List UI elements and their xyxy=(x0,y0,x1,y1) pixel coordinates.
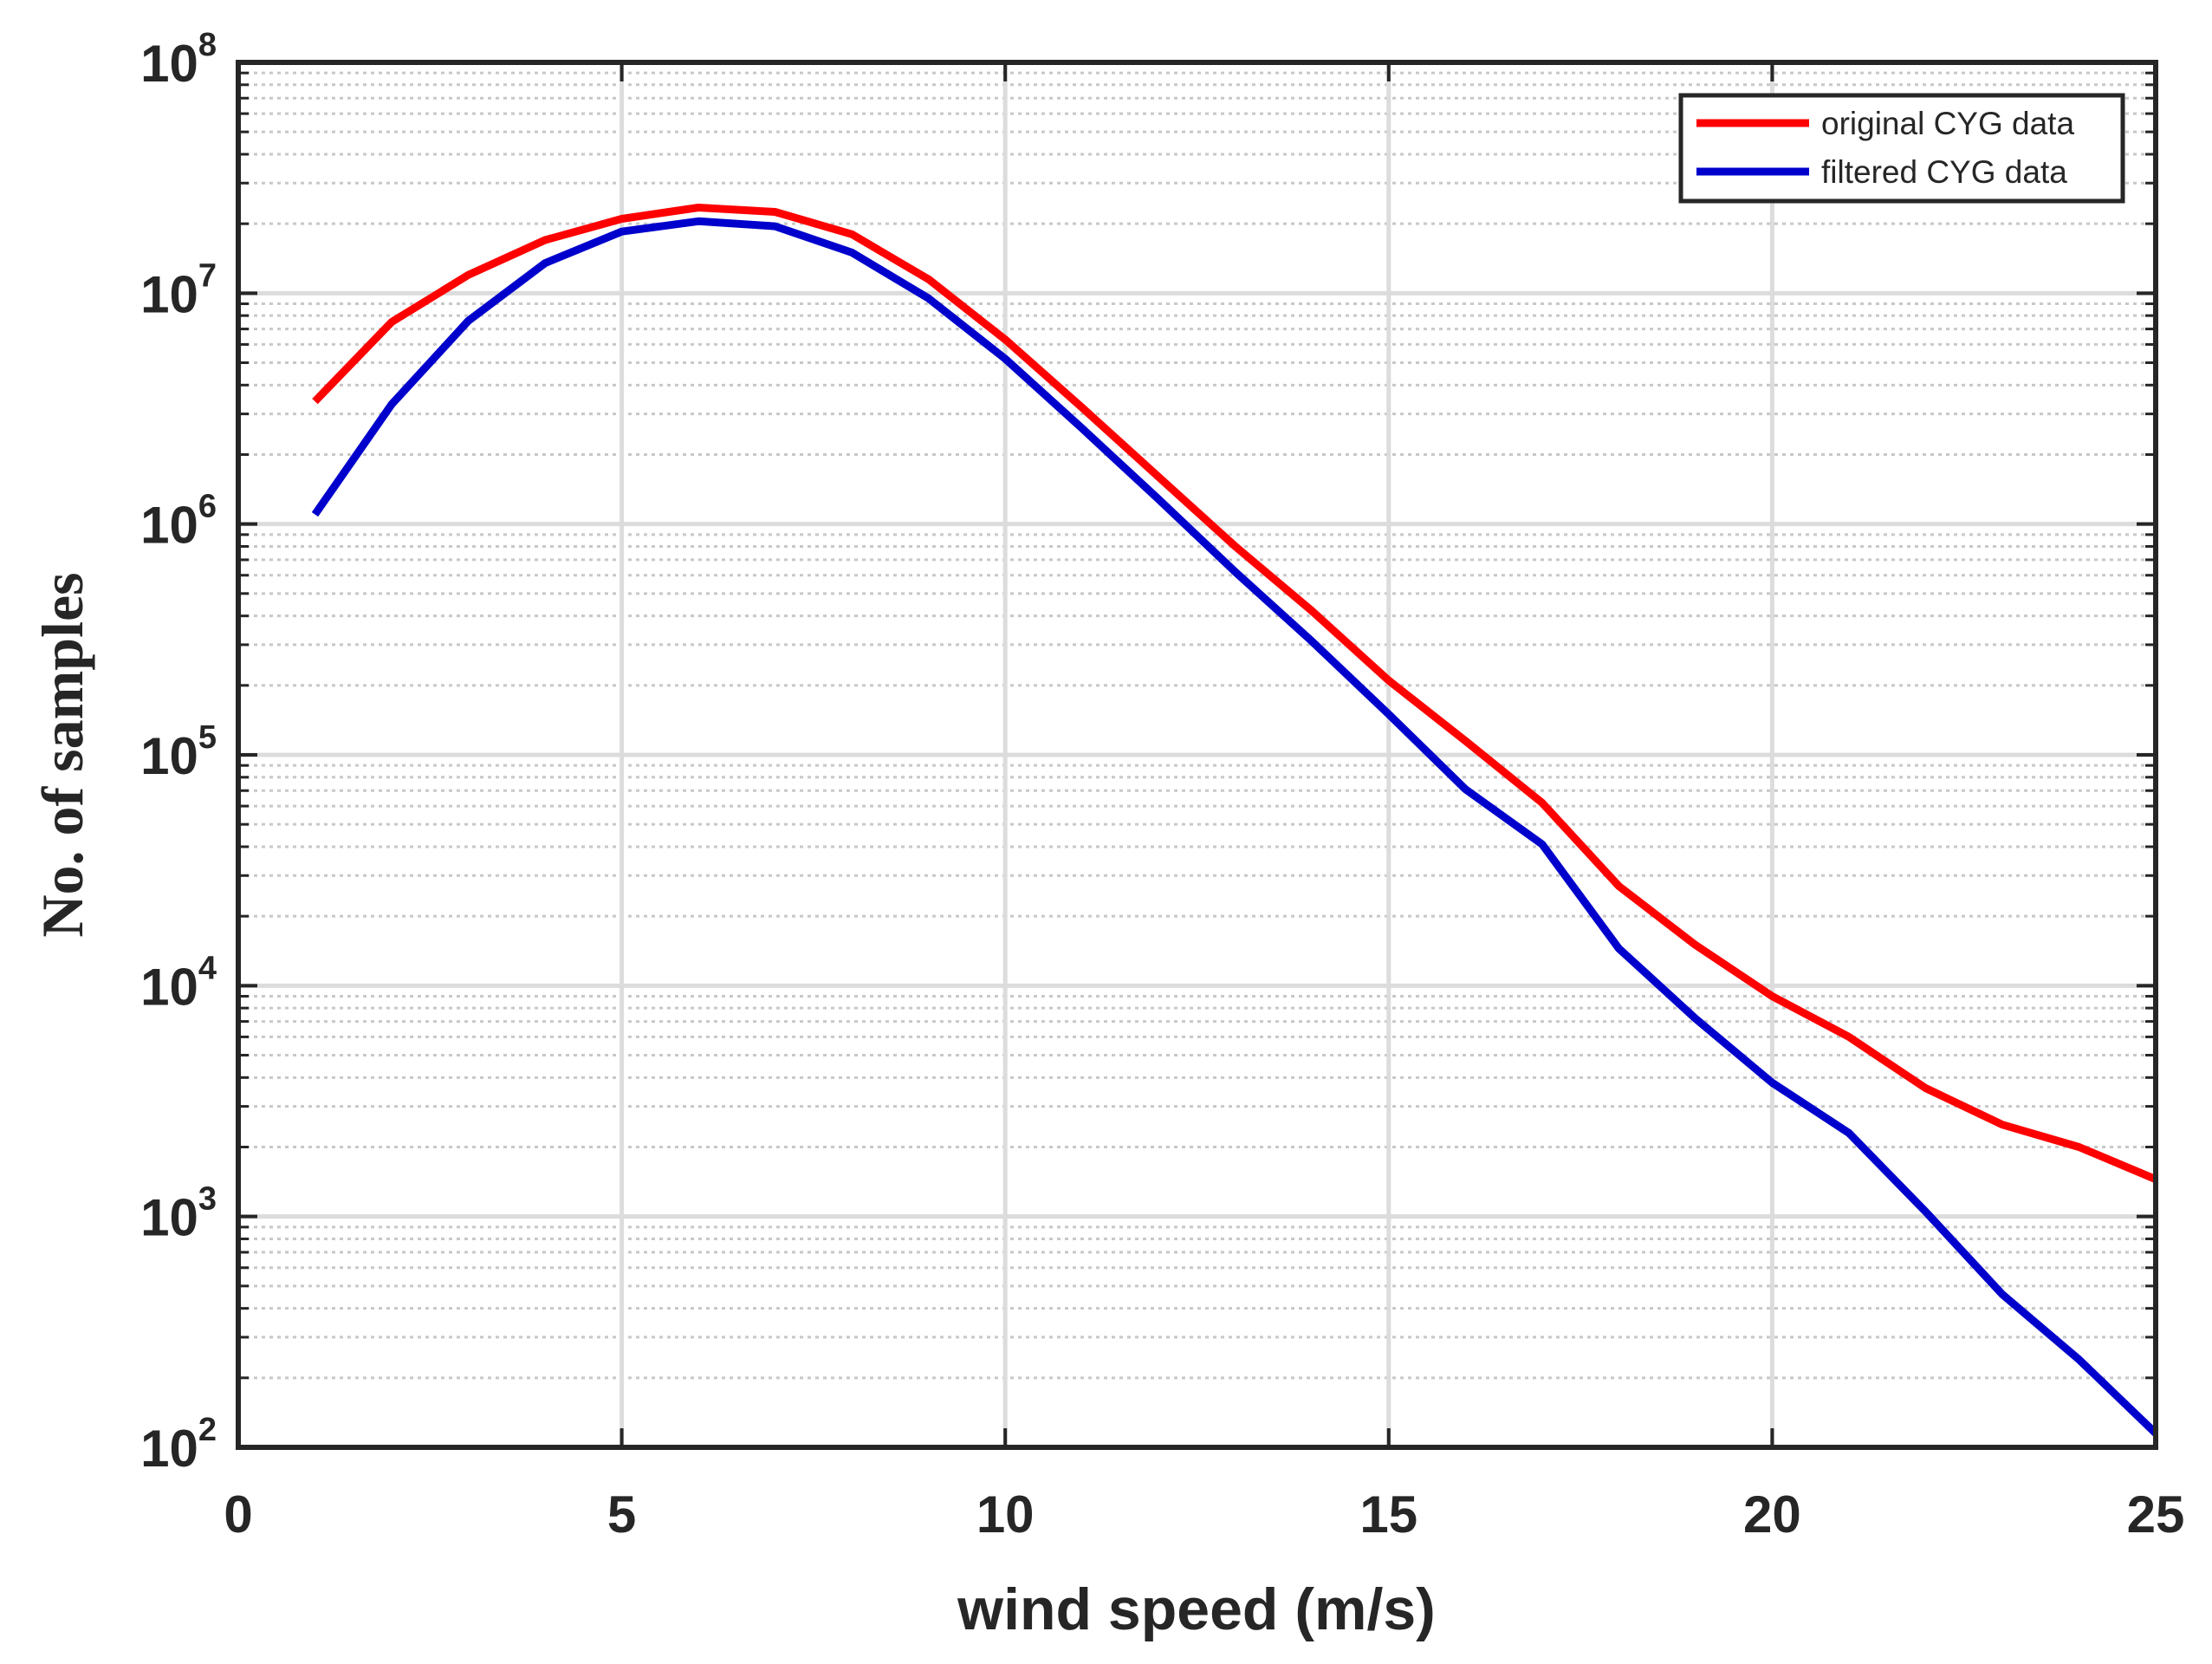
x-tick-label: 20 xyxy=(1743,1485,1801,1544)
legend-label-filtered: filtered CYG data xyxy=(1821,154,2067,190)
y-tick-base: 10 xyxy=(140,35,198,93)
data-lines xyxy=(311,204,2159,1437)
series-line-1 xyxy=(311,217,2159,1437)
x-tick-label: 0 xyxy=(224,1485,252,1544)
y-tick-exponent: 5 xyxy=(198,719,217,756)
y-tick-exponent: 6 xyxy=(198,489,217,525)
y-tick-base: 10 xyxy=(140,958,198,1016)
y-tick-base: 10 xyxy=(140,1189,198,1247)
y-tick-exponent: 4 xyxy=(198,950,217,986)
y-tick-exponent: 2 xyxy=(198,1412,217,1448)
y-tick-label: 108 xyxy=(140,27,217,93)
y-tick-base: 10 xyxy=(140,497,198,555)
major-grid xyxy=(238,62,2156,1447)
y-tick-label: 105 xyxy=(140,719,217,785)
x-tick-label: 10 xyxy=(976,1485,1035,1544)
y-tick-base: 10 xyxy=(140,1420,198,1478)
x-tick-label: 15 xyxy=(1359,1485,1417,1544)
y-tick-exponent: 7 xyxy=(198,257,217,294)
y-tick-label: 107 xyxy=(140,257,217,323)
x-tick-label: 5 xyxy=(607,1485,636,1544)
series-line-0 xyxy=(312,204,2157,1183)
x-tick-label: 25 xyxy=(2127,1485,2185,1544)
y-tick-base: 10 xyxy=(140,727,198,785)
legend-box xyxy=(1678,93,2125,204)
y-tick-label: 106 xyxy=(140,489,217,555)
y-tick-exponent: 3 xyxy=(198,1181,217,1218)
y-tick-label: 103 xyxy=(140,1181,217,1247)
y-tick-label: 104 xyxy=(140,950,217,1016)
y-axis-label: No. of samples xyxy=(29,572,95,937)
axis-ticks xyxy=(237,61,2157,1449)
y-tick-base: 10 xyxy=(140,265,198,323)
y-tick-exponent: 8 xyxy=(198,27,217,63)
legend: original CYG data filtered CYG data xyxy=(1678,93,2125,204)
legend-label-original: original CYG data xyxy=(1821,106,2074,141)
x-axis-label: wind speed (m/s) xyxy=(957,1576,1436,1642)
y-tick-label: 102 xyxy=(140,1412,217,1478)
